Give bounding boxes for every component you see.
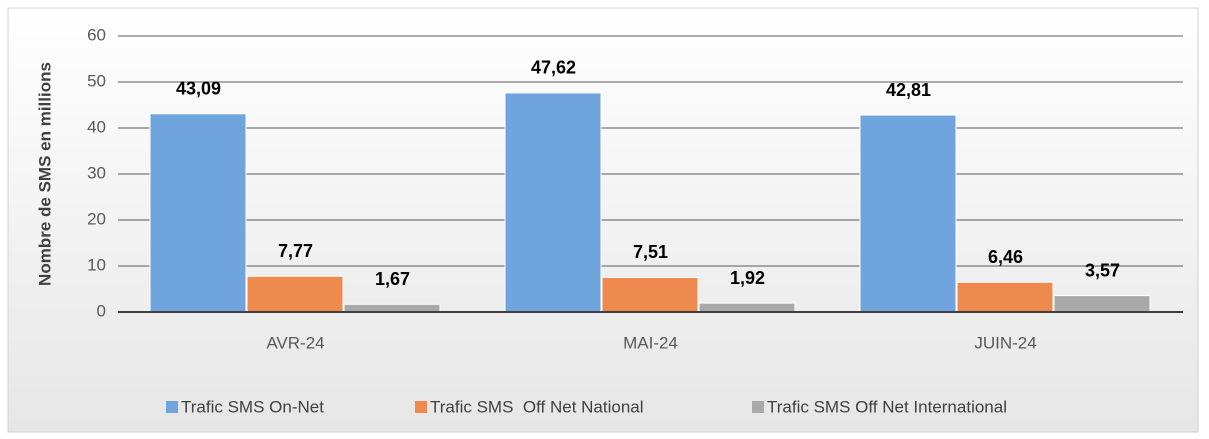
bar (246, 275, 344, 313)
y-tick-label: 40 (87, 117, 106, 136)
bar (504, 92, 602, 313)
data-label: 7,77 (278, 241, 313, 261)
data-label: 47,62 (531, 58, 576, 78)
y-tick-label: 0 (97, 301, 106, 320)
x-tick-label: MAI-24 (623, 333, 678, 352)
y-tick-label: 20 (87, 209, 106, 228)
bar (698, 302, 796, 313)
legend-swatch (752, 401, 764, 413)
data-label: 42,81 (886, 80, 931, 100)
bar (149, 113, 247, 313)
bar (1053, 295, 1151, 313)
y-tick-label: 60 (87, 25, 106, 44)
y-tick-label: 10 (87, 255, 106, 274)
legend-label: Trafic SMS Off Net National (430, 397, 644, 416)
y-axis-label: Nombre de SMS en millions (35, 62, 54, 286)
y-tick-label: 50 (87, 71, 106, 90)
bar (343, 303, 441, 313)
data-label: 1,92 (730, 268, 765, 288)
bar (956, 281, 1054, 313)
bar (601, 276, 699, 313)
data-label: 3,57 (1085, 260, 1120, 280)
legend-swatch (415, 401, 427, 413)
y-tick-label: 30 (87, 163, 106, 182)
legend-label: Trafic SMS On-Net (181, 397, 324, 416)
x-tick-label: JUIN-24 (974, 333, 1036, 352)
data-label: 1,67 (375, 269, 410, 289)
x-tick-label: AVR-24 (266, 333, 324, 352)
legend-swatch (166, 401, 178, 413)
data-label: 6,46 (988, 247, 1023, 267)
data-label: 43,09 (176, 79, 221, 99)
legend-label: Trafic SMS Off Net International (767, 397, 1007, 416)
data-label: 7,51 (633, 242, 668, 262)
bar (859, 114, 957, 313)
